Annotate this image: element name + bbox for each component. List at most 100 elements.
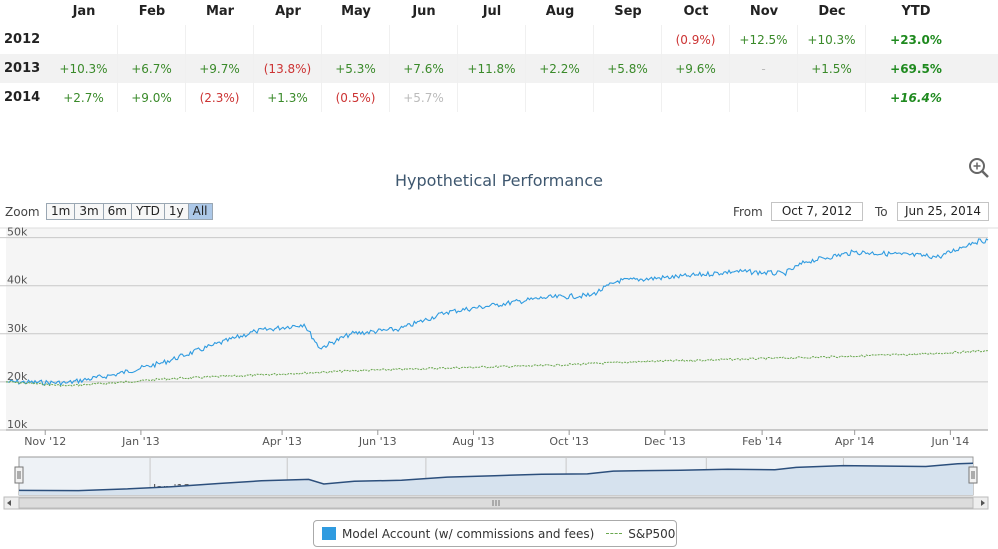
zoom-button-all[interactable]: All	[187, 203, 213, 220]
from-date-input[interactable]: Oct 7, 2012	[771, 202, 863, 221]
column-header-mar: Mar	[205, 4, 235, 19]
return-cell	[594, 25, 662, 54]
y-tick-label: 30k	[7, 322, 28, 335]
ytd-cell: +23.0%	[890, 32, 942, 47]
return-cell: (13.8%)	[254, 54, 322, 83]
ytd-cell: +69.5%	[890, 61, 942, 76]
returns-table-header: Jan Feb Mar Apr May Jun Jul Aug Sep Oct Nov Dec YTD	[0, 0, 998, 25]
scroll-left-arrow-icon[interactable]	[7, 500, 11, 506]
x-tick-label: Oct '13	[549, 435, 589, 448]
return-cell: -	[730, 54, 798, 83]
column-header-sep: Sep	[614, 4, 642, 19]
main-chart[interactable]: 10k 20k 30k 40k 50k Nov '12 Jan '13 Apr '13 Jun …	[0, 220, 998, 460]
return-cell: +10.3%	[798, 25, 866, 54]
return-cell: +5.7%	[390, 83, 458, 112]
x-tick-label: Dec '13	[644, 435, 686, 448]
year-label: 2013	[4, 61, 41, 76]
return-cell	[458, 25, 526, 54]
return-cell: (0.5%)	[322, 83, 390, 112]
return-cell: +1.3%	[254, 83, 322, 112]
x-tick-label: Aug '13	[452, 435, 494, 448]
return-cell: +5.8%	[594, 54, 662, 83]
return-cell	[50, 25, 118, 54]
return-cell: +6.7%	[118, 54, 186, 83]
return-cell	[186, 25, 254, 54]
x-tick-label: Jan '13	[121, 435, 159, 448]
column-header-nov: Nov	[749, 4, 779, 19]
navigator-line	[18, 462, 974, 492]
return-cell: +9.7%	[186, 54, 254, 83]
column-header-jun: Jun	[412, 4, 436, 19]
return-cell: +10.3%	[50, 54, 118, 83]
return-cell: +9.0%	[118, 83, 186, 112]
returns-row-2013: 2013 +10.3% +6.7% +9.7% (13.8%) +5.3% +7.6% +11…	[0, 54, 998, 83]
column-header-may: May	[341, 4, 371, 19]
year-label: 2012	[4, 32, 41, 47]
legend-swatch-model	[322, 527, 336, 540]
zoom-buttons: 1m 3m 6m YTD 1y All	[46, 203, 213, 220]
return-cell	[390, 25, 458, 54]
zoom-button-ytd[interactable]: YTD	[130, 203, 165, 220]
return-cell: +5.3%	[322, 54, 390, 83]
column-header-dec: Dec	[818, 4, 846, 19]
return-cell	[118, 25, 186, 54]
x-tick-label: Feb '14	[742, 435, 782, 448]
navigator-right-handle[interactable]	[968, 466, 978, 484]
return-cell	[798, 83, 866, 112]
return-cell	[526, 25, 594, 54]
return-cell	[254, 25, 322, 54]
return-cell: (2.3%)	[186, 83, 254, 112]
legend-model-label[interactable]: Model Account (w/ commissions and fees)	[342, 526, 595, 541]
returns-table-body: 2012 (0.9%) +12.5% +10.3% +23.0% 2013 +10.3% +6…	[0, 25, 998, 112]
scroll-right-arrow-icon[interactable]	[981, 500, 985, 506]
to-label: To	[875, 205, 888, 219]
return-cell	[594, 83, 662, 112]
zoom-in-icon[interactable]	[968, 157, 990, 179]
legend-sp500-label[interactable]: S&P500	[628, 526, 676, 541]
return-cell: +11.8%	[458, 54, 526, 83]
series-line-sp500[interactable]	[5, 349, 989, 387]
chart-title: Hypothetical Performance	[395, 171, 603, 190]
series-line-model-account[interactable]	[6, 238, 989, 387]
column-header-aug: Aug	[545, 4, 575, 19]
column-header-ytd: YTD	[901, 4, 931, 19]
return-cell	[458, 83, 526, 112]
x-tick-label: Nov '12	[24, 435, 66, 448]
return-cell	[730, 83, 798, 112]
column-header-feb: Feb	[138, 4, 166, 19]
return-cell: +1.5%	[798, 54, 866, 83]
return-cell: (0.9%)	[662, 25, 730, 54]
return-cell	[526, 83, 594, 112]
to-date-input[interactable]: Jun 25, 2014	[897, 202, 989, 221]
zoom-button-1y[interactable]: 1y	[163, 203, 189, 220]
year-label: 2014	[4, 90, 41, 105]
legend-swatch-sp500	[606, 533, 623, 534]
navigator-area	[19, 463, 973, 495]
from-label: From	[733, 205, 763, 219]
y-tick-label: 40k	[7, 274, 28, 287]
x-tick-label: Jun '14	[930, 435, 969, 448]
y-tick-label: 20k	[7, 370, 28, 383]
y-tick-label: 50k	[7, 226, 28, 239]
return-cell: +2.7%	[50, 83, 118, 112]
monthly-returns-table: Jan Feb Mar Apr May Jun Jul Aug Sep Oct Nov Dec YTD …	[0, 0, 998, 112]
zoom-button-3m[interactable]: 3m	[74, 203, 104, 220]
return-cell	[322, 25, 390, 54]
returns-row-2012: 2012 (0.9%) +12.5% +10.3% +23.0%	[0, 25, 998, 54]
column-header-jul: Jul	[482, 4, 502, 19]
navigator-left-handle[interactable]	[14, 466, 24, 484]
zoom-button-6m[interactable]: 6m	[102, 203, 132, 220]
x-tick-label: Apr '13	[262, 435, 302, 448]
zoom-label: Zoom	[5, 205, 40, 219]
returns-row-2014: 2014 +2.7% +9.0% (2.3%) +1.3% (0.5%) +5.7% +16.…	[0, 83, 998, 112]
return-cell: +2.2%	[526, 54, 594, 83]
column-header-jan: Jan	[72, 4, 96, 19]
return-cell: +7.6%	[390, 54, 458, 83]
ytd-cell: +16.4%	[890, 90, 942, 105]
column-header-apr: Apr	[275, 4, 301, 19]
zoom-button-1m[interactable]: 1m	[46, 203, 76, 220]
return-cell: +12.5%	[730, 25, 798, 54]
year-column-header	[0, 0, 50, 25]
